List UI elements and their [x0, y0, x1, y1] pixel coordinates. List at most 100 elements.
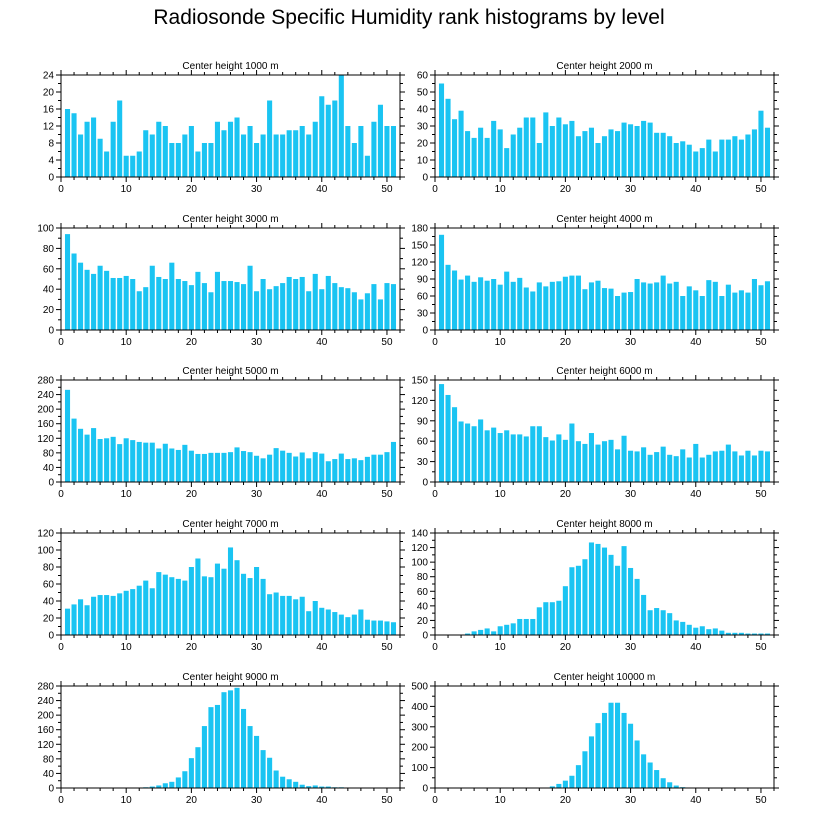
histogram-bar [732, 136, 738, 177]
histogram-bar [536, 143, 542, 177]
histogram-bar [377, 104, 383, 177]
histogram-bar [267, 100, 273, 177]
histogram-bar [299, 452, 305, 482]
histogram-bar [188, 126, 194, 177]
histogram-bar [319, 786, 325, 788]
histogram-bar [569, 120, 575, 177]
histogram-bar [549, 126, 555, 177]
y-tick-label: 30 [417, 122, 429, 133]
histogram-bar [208, 452, 214, 482]
histogram-bar [667, 283, 673, 330]
x-tick-label: 20 [186, 642, 198, 653]
histogram-bar [751, 455, 757, 482]
histogram-bar [491, 427, 497, 482]
histogram-bar [345, 459, 351, 482]
histogram-bar [299, 596, 305, 635]
histogram-bar [214, 271, 220, 330]
histogram-bar [628, 292, 634, 330]
histogram-bar [751, 129, 757, 177]
histogram-bar [693, 151, 699, 177]
histogram-bar [241, 284, 247, 330]
histogram-bar [325, 275, 331, 330]
histogram-bar [504, 148, 510, 177]
histogram-bar [286, 779, 292, 788]
x-tick-label: 10 [121, 795, 133, 806]
histogram-bar [634, 451, 640, 482]
histogram-bar [758, 633, 764, 635]
histogram-bar [123, 155, 129, 177]
histogram-bar [149, 588, 155, 635]
panel-title: Center height 1000 m [182, 61, 278, 72]
x-tick-label: 0 [58, 795, 64, 806]
histogram-bar [162, 279, 168, 330]
histogram-bar [306, 134, 312, 177]
histogram-bar [182, 134, 188, 177]
histogram-bar [699, 148, 705, 177]
histogram-bar [273, 448, 279, 482]
histogram-bar [491, 120, 497, 177]
histogram-bar [595, 143, 601, 177]
histogram-bar [162, 783, 168, 788]
histogram-bar [358, 609, 364, 635]
histogram-bar [273, 286, 279, 330]
histogram-bar [267, 454, 273, 482]
histogram-bar [201, 726, 207, 788]
histogram-bar [647, 454, 653, 482]
y-tick-label: 240 [37, 390, 54, 401]
histogram-bar [686, 457, 692, 482]
histogram-bar [504, 624, 510, 635]
histogram-panel: Center height 4000 m 0 10 20 30 40 50 0 30 60 90 12… [411, 214, 779, 348]
x-tick-label: 10 [121, 489, 133, 500]
histogram-bar [530, 618, 536, 635]
histogram-bar [523, 117, 529, 177]
histogram-bar [136, 291, 142, 330]
histogram-bar [130, 279, 136, 330]
histogram-bar [751, 633, 757, 635]
histogram-bar [628, 450, 634, 482]
x-tick-label: 50 [755, 184, 767, 195]
histogram-bar [117, 593, 123, 635]
y-tick-label: 100 [411, 763, 428, 774]
histogram-bar [628, 567, 634, 635]
histogram-bar [569, 423, 575, 482]
y-tick-label: 240 [37, 696, 54, 707]
histogram-bar [536, 282, 542, 330]
histogram-bar [745, 633, 751, 635]
histogram-bar [530, 117, 536, 177]
histogram-bar [686, 144, 692, 177]
histogram-bar [91, 273, 97, 330]
histogram-bar [510, 434, 516, 482]
y-tick-label: 0 [48, 326, 54, 337]
y-tick-label: 30 [417, 309, 429, 320]
y-tick-label: 300 [411, 722, 428, 733]
histogram-bar [484, 628, 490, 635]
histogram-bar [208, 143, 214, 177]
histogram-bar [345, 617, 351, 635]
histogram-bar [260, 750, 266, 788]
histogram-bar [260, 279, 266, 330]
histogram-bar [162, 126, 168, 177]
histogram-bar [358, 460, 364, 482]
x-tick-label: 40 [690, 337, 702, 348]
histogram-bar [175, 578, 181, 635]
histogram-bar [162, 443, 168, 482]
histogram-bar [338, 614, 344, 635]
histogram-bar [71, 253, 77, 330]
histogram-bar [182, 281, 188, 330]
histogram-bar [78, 599, 84, 635]
histogram-bar [517, 434, 523, 482]
y-tick-label: 8 [48, 139, 54, 150]
histogram-bar [588, 542, 594, 635]
histogram-bar [214, 563, 220, 635]
histogram-bar [325, 461, 331, 482]
y-tick-label: 500 [411, 682, 428, 693]
histogram-bar [556, 434, 562, 482]
histogram-bar [64, 109, 71, 177]
x-tick-label: 0 [58, 184, 64, 195]
histogram-bar [254, 567, 260, 635]
histogram-bar [241, 573, 247, 635]
histogram-bar [123, 590, 129, 635]
histogram-bar [510, 134, 516, 177]
histogram-bar [543, 602, 549, 635]
